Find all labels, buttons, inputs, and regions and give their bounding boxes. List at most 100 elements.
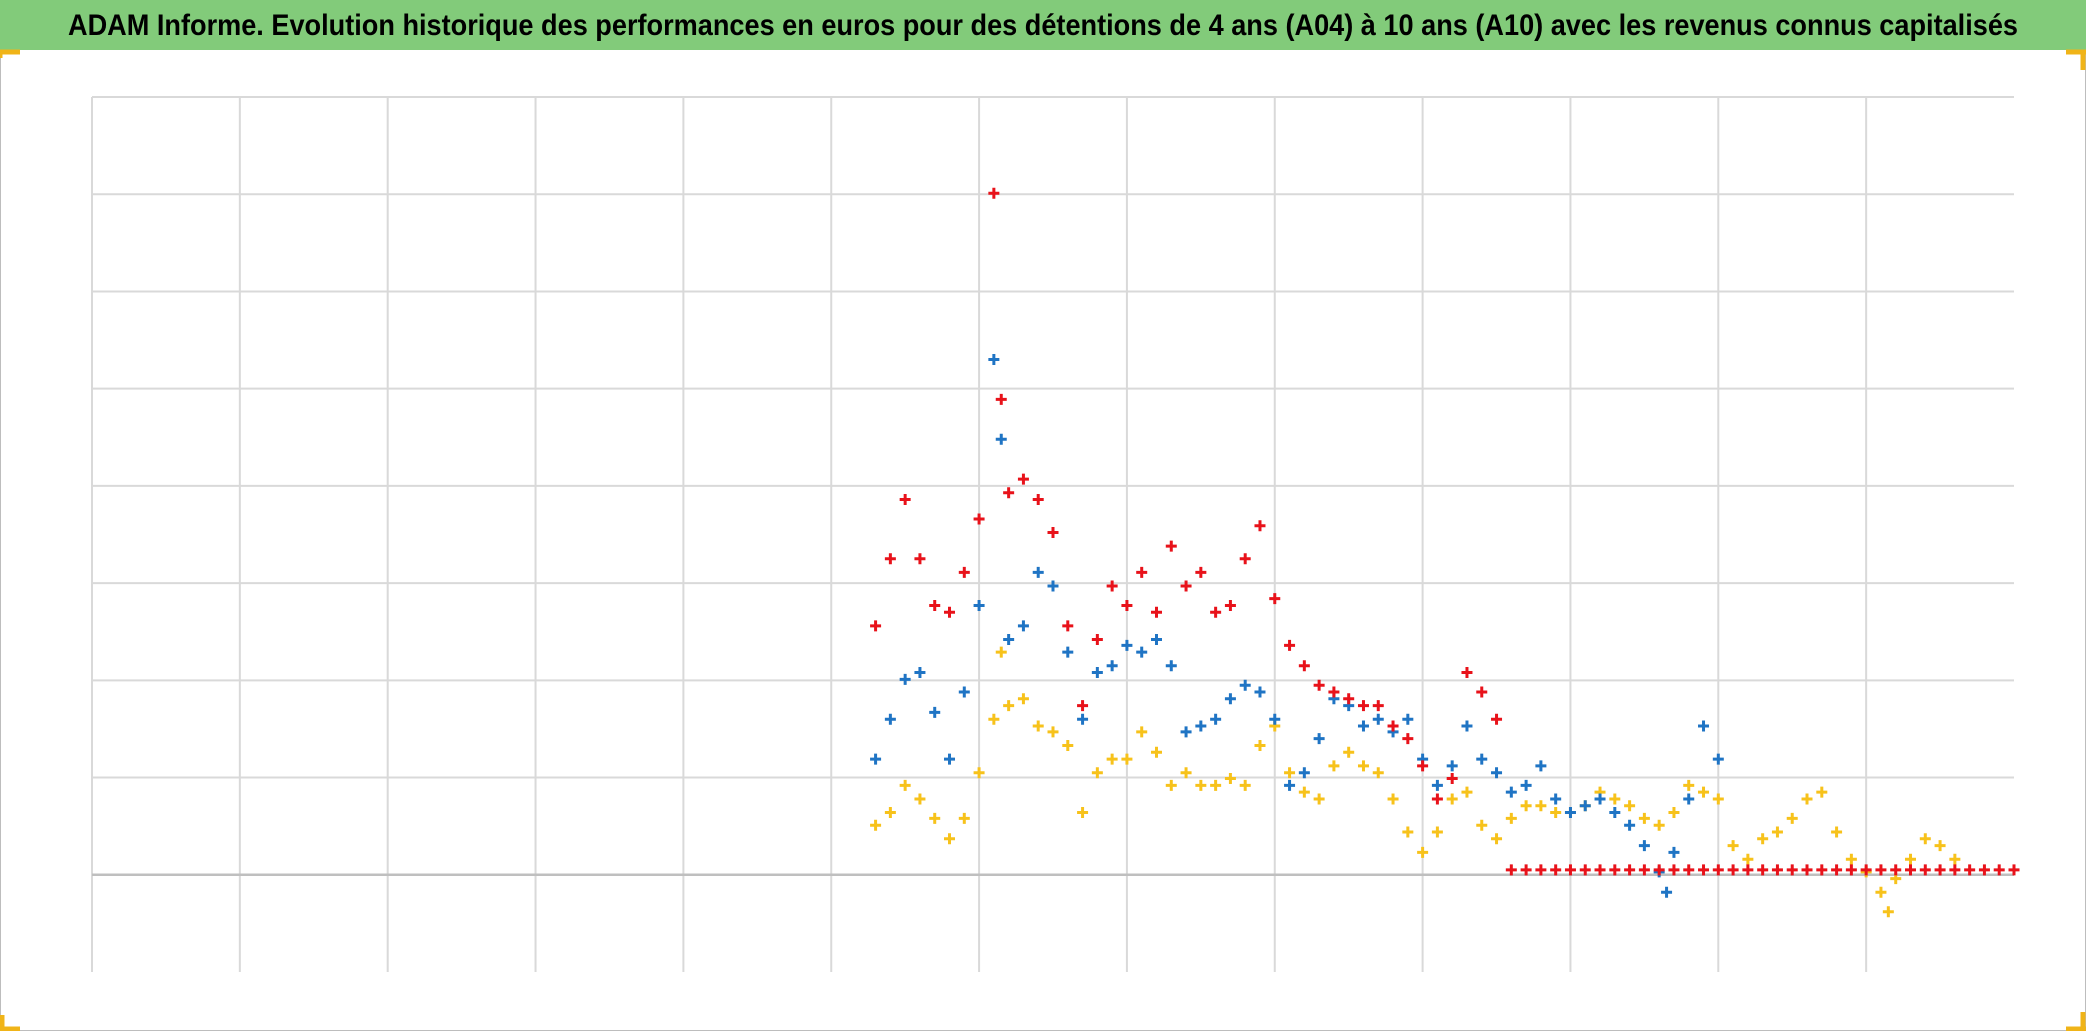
point xyxy=(1550,864,1562,876)
point xyxy=(1180,767,1192,779)
point xyxy=(1845,853,1857,865)
point xyxy=(870,819,882,831)
point xyxy=(1890,864,1902,876)
point xyxy=(1786,812,1798,824)
point xyxy=(1165,540,1177,552)
point xyxy=(1742,853,1754,865)
point xyxy=(1210,779,1222,791)
point xyxy=(899,779,911,791)
point xyxy=(1461,667,1473,679)
point xyxy=(870,620,882,632)
point xyxy=(914,553,926,565)
point xyxy=(1077,713,1089,725)
point xyxy=(1860,864,1872,876)
point xyxy=(1661,886,1673,898)
point xyxy=(1121,599,1133,611)
point xyxy=(1698,720,1710,732)
point xyxy=(1357,700,1369,712)
point xyxy=(1668,864,1680,876)
point xyxy=(1284,767,1296,779)
point xyxy=(1032,720,1044,732)
point xyxy=(1712,793,1724,805)
point xyxy=(1417,760,1429,772)
point xyxy=(1387,720,1399,732)
point xyxy=(1150,606,1162,618)
point xyxy=(1165,660,1177,672)
point xyxy=(1313,733,1325,745)
point xyxy=(1372,713,1384,725)
point xyxy=(1919,864,1931,876)
point xyxy=(1505,812,1517,824)
point xyxy=(1535,864,1547,876)
point xyxy=(1091,667,1103,679)
point xyxy=(1831,864,1843,876)
point xyxy=(1594,793,1606,805)
point xyxy=(1638,812,1650,824)
point xyxy=(1742,864,1754,876)
point xyxy=(1594,864,1606,876)
point xyxy=(1077,807,1089,819)
point xyxy=(1949,864,1961,876)
point xyxy=(1269,593,1281,605)
point xyxy=(1032,566,1044,578)
point xyxy=(1727,864,1739,876)
point xyxy=(1224,693,1236,705)
point xyxy=(944,753,956,765)
corner xyxy=(0,49,20,58)
point xyxy=(2008,864,2020,876)
corner xyxy=(0,1015,20,1031)
point xyxy=(1712,753,1724,765)
point xyxy=(1476,686,1488,698)
point xyxy=(1387,793,1399,805)
point xyxy=(1476,753,1488,765)
point xyxy=(1845,864,1857,876)
point xyxy=(1372,700,1384,712)
point xyxy=(1638,840,1650,852)
point xyxy=(1801,793,1813,805)
point xyxy=(1831,826,1843,838)
point xyxy=(1505,864,1517,876)
point xyxy=(995,433,1007,445)
point xyxy=(1624,864,1636,876)
point xyxy=(988,713,1000,725)
point xyxy=(1875,864,1887,876)
point xyxy=(1934,864,1946,876)
point xyxy=(1136,566,1148,578)
point xyxy=(1003,700,1015,712)
point xyxy=(958,686,970,698)
point xyxy=(1564,864,1576,876)
point xyxy=(1417,846,1429,858)
point xyxy=(1446,793,1458,805)
point xyxy=(1091,767,1103,779)
point xyxy=(1698,864,1710,876)
point xyxy=(1239,553,1251,565)
point xyxy=(1431,779,1443,791)
point xyxy=(1136,726,1148,738)
point xyxy=(1239,779,1251,791)
point xyxy=(1402,733,1414,745)
point xyxy=(973,513,985,525)
point xyxy=(1801,864,1813,876)
point xyxy=(1180,580,1192,592)
point xyxy=(1550,807,1562,819)
point xyxy=(899,494,911,505)
point xyxy=(929,706,941,718)
point xyxy=(973,767,985,779)
point xyxy=(929,812,941,824)
point xyxy=(944,833,956,845)
point xyxy=(1520,800,1532,812)
point xyxy=(1195,566,1207,578)
point xyxy=(1254,686,1266,698)
point xyxy=(1343,746,1355,758)
point xyxy=(1698,786,1710,798)
point xyxy=(1047,527,1059,539)
point xyxy=(1313,793,1325,805)
chart-title: ADAM Informe. Evolution historique des p… xyxy=(68,9,2018,42)
point xyxy=(1446,760,1458,772)
point xyxy=(958,812,970,824)
point xyxy=(1402,826,1414,838)
point xyxy=(1239,679,1251,691)
point xyxy=(1905,853,1917,865)
point xyxy=(899,673,911,685)
